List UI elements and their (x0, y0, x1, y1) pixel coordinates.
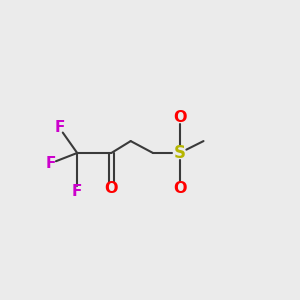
Text: O: O (105, 181, 118, 196)
Text: F: F (72, 184, 83, 199)
Text: S: S (174, 144, 186, 162)
Text: O: O (173, 181, 187, 196)
Text: O: O (173, 110, 187, 125)
Text: F: F (54, 120, 64, 135)
Text: F: F (45, 156, 56, 171)
